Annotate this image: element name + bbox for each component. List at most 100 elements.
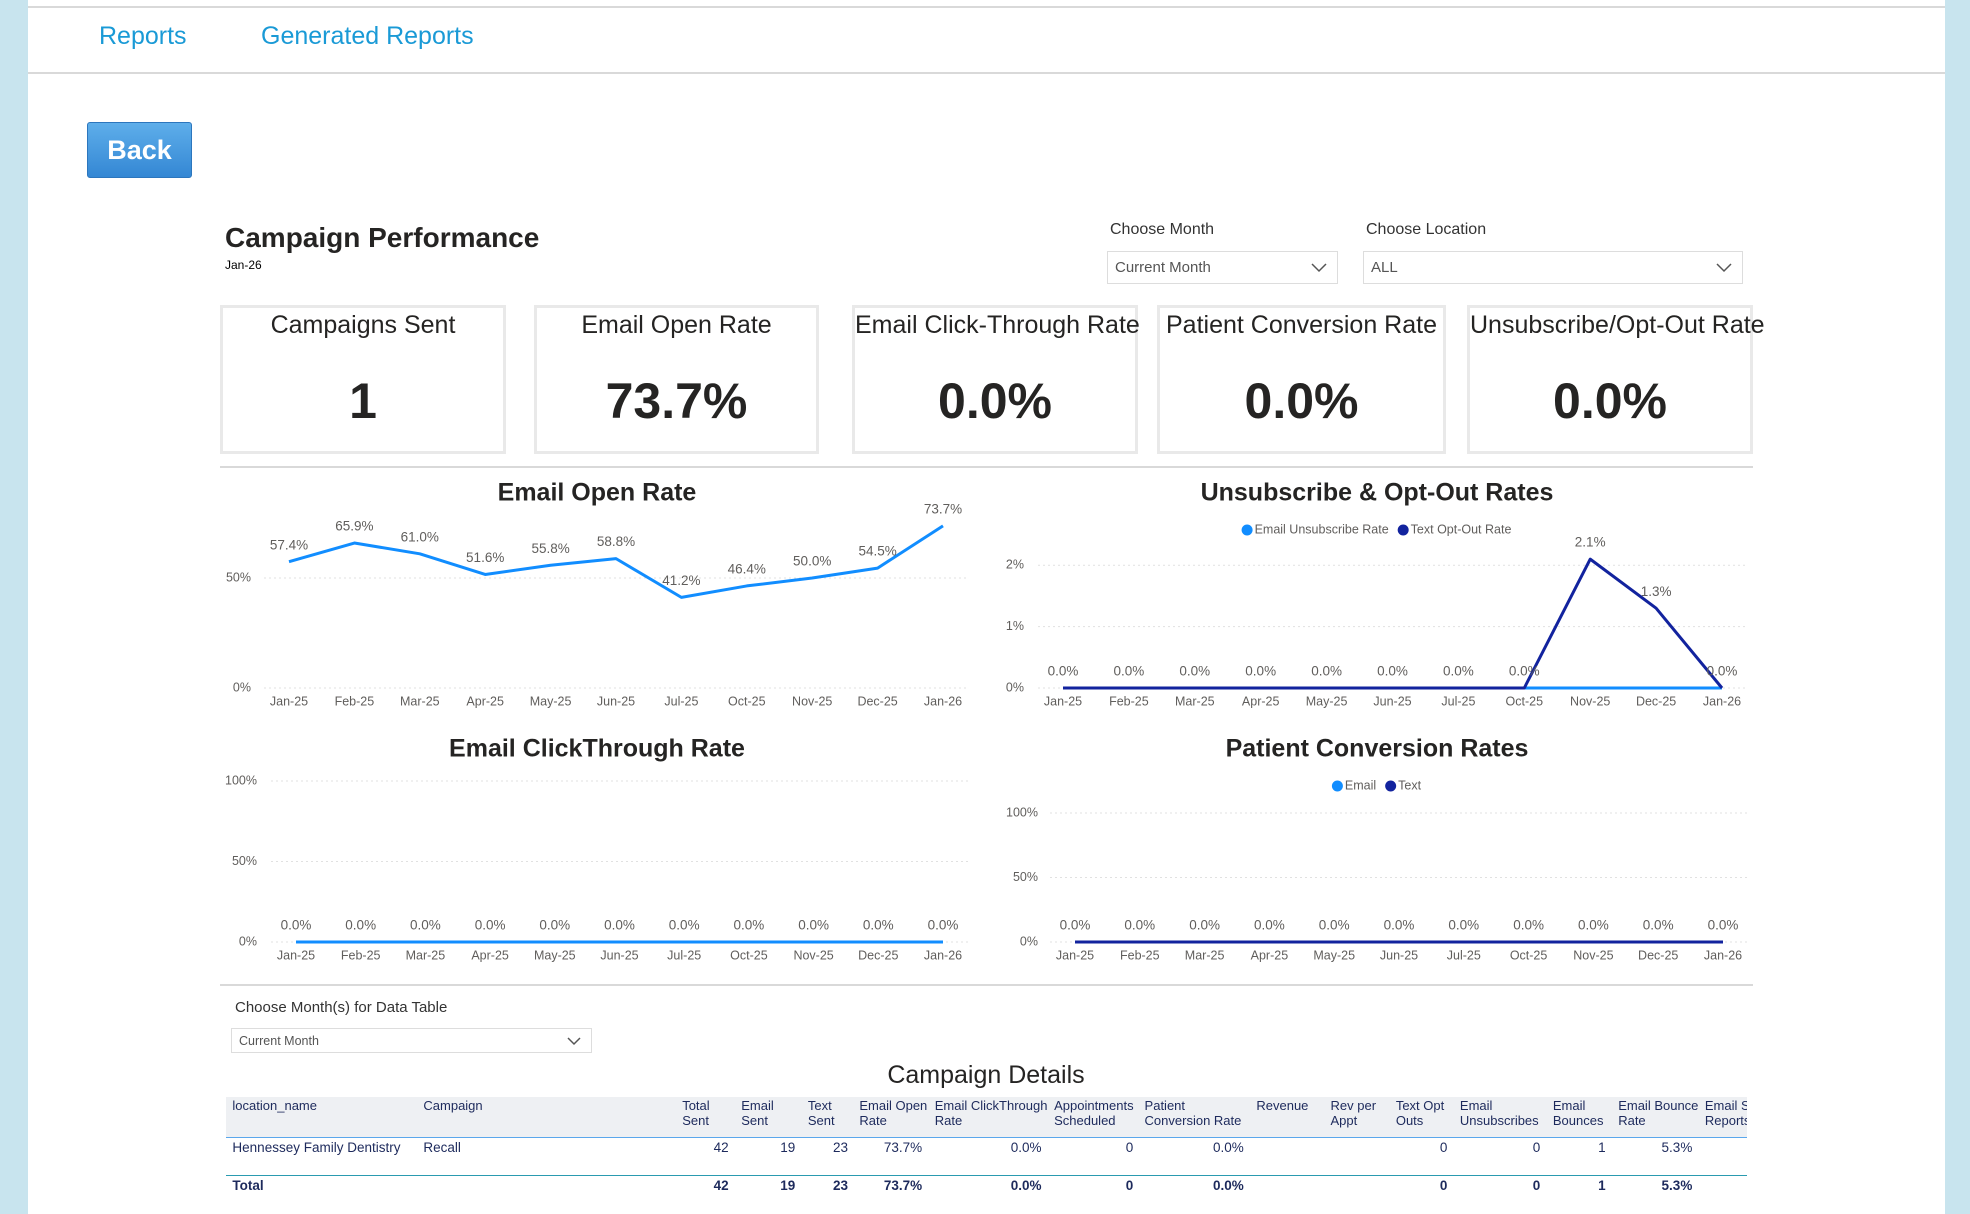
x-tick-label: Oct-25 [1506,694,1544,708]
data-label: 0.0% [604,918,635,933]
column-header: location_name [232,1098,317,1113]
back-button[interactable]: Back [87,122,192,178]
divider [220,466,1753,468]
data-label: 0.0% [1643,918,1674,933]
table-cell: Total [232,1178,264,1193]
data-table: location_name Campaign Total Sent Email Sen… [226,1097,1747,1207]
nav-link[interactable]: Generated Reports [261,22,474,50]
column-header: Text Opt Outs [1395,1098,1445,1128]
table-cell: 0 [1439,1140,1448,1155]
x-tick-label: Jun-25 [1373,694,1411,708]
column-header: Email S Reports [1704,1098,1747,1128]
data-label: 0.0% [1114,664,1145,679]
table-cell: 0 [1439,1178,1448,1193]
x-tick-label: Nov-25 [792,694,832,708]
data-label: 0.0% [1578,918,1609,933]
kpi-value: 1 [349,373,377,429]
x-tick-label: Jul-25 [667,948,701,962]
month-dropdown[interactable]: Current Month [1107,251,1338,284]
table-cell: 5.3% [1661,1178,1693,1193]
kpi-card: Email Click-Through Rate 0.0% [852,305,1140,454]
data-label: 73.7% [924,501,962,516]
x-tick-label: Feb-25 [341,948,381,962]
data-label: 0.0% [1448,918,1479,933]
table-cell: 42 [713,1178,729,1193]
y-tick-label: 0% [1020,934,1038,948]
x-tick-label: Mar-25 [400,694,440,708]
nav-link[interactable]: Reports [99,22,187,50]
table-cell: 42 [713,1140,729,1155]
x-tick-label: Nov-25 [1573,948,1613,962]
chart-title: Email ClickThrough Rate [449,735,745,763]
y-tick-label: 2% [1006,558,1024,572]
data-label: 0.0% [1707,664,1738,679]
x-tick-label: Jun-25 [597,694,635,708]
dropdown-value: Current Month [239,1033,319,1048]
kpi-label: Unsubscribe/Opt-Out Rate [1470,311,1765,339]
data-label: 0.0% [1124,918,1155,933]
filter-label: Choose Month [1110,221,1215,238]
column-header: Rev per Appt [1330,1098,1377,1128]
x-tick-label: Oct-25 [1510,948,1548,962]
kpi-label: Campaigns Sent [270,311,456,339]
y-tick-label: 1% [1006,619,1024,633]
row-line [226,1137,1747,1138]
data-label: 0.0% [863,918,894,933]
kpi-value: 73.7% [605,373,748,429]
kpi-card: Unsubscribe/Opt-Out Rate 0.0% [1467,305,1765,454]
x-tick-label: Jan-26 [924,694,962,708]
x-tick-label: Apr-25 [1251,948,1289,962]
x-tick-label: Jul-25 [1441,694,1475,708]
legend-label: Email [1345,778,1376,792]
x-tick-label: Feb-25 [1109,694,1149,708]
data-label: 0.0% [475,918,506,933]
table-cell: 0 [1532,1178,1541,1193]
kpi-label: Patient Conversion Rate [1166,311,1437,339]
y-tick-label: 50% [226,570,251,584]
column-header: Email Unsubscribes [1459,1098,1539,1128]
kpi-label: Email Open Rate [581,311,772,339]
table-cell: Hennessey Family Dentistry [232,1140,401,1155]
y-tick-label: 100% [225,773,257,787]
x-tick-label: Jan-25 [270,694,308,708]
column-header: Patient Conversion Rate [1144,1098,1242,1128]
table-cell: 1 [1598,1178,1606,1193]
table-month-dropdown[interactable]: Current Month [231,1028,592,1053]
x-tick-label: Apr-25 [1242,694,1280,708]
column-header: Email ClickThrough Rate [934,1098,1048,1128]
chevron [1311,263,1327,273]
column-header: Email Open Rate [859,1098,928,1128]
y-tick-label: 100% [1006,805,1038,819]
table-title: Campaign Details [887,1061,1085,1089]
data-label: 2.1% [1575,535,1606,550]
dropdown-value: ALL [1371,259,1398,276]
data-label: 0.0% [1245,664,1276,679]
data-label: 0.0% [1179,664,1210,679]
x-tick-label: Dec-25 [857,694,897,708]
data-label: 50.0% [793,554,831,569]
data-label: 0.0% [1311,664,1342,679]
x-tick-label: May-25 [534,948,576,962]
kpi-card: Patient Conversion Rate 0.0% [1157,305,1446,454]
chart-title: Unsubscribe & Opt-Out Rates [1201,479,1554,507]
kpi-card: Campaigns Sent 1 [220,305,506,454]
data-label: 0.0% [1513,918,1544,933]
x-tick-label: Feb-25 [335,694,375,708]
x-tick-label: Jan-25 [1056,948,1094,962]
chart-title: Patient Conversion Rates [1226,735,1529,763]
row-line [226,1175,1747,1176]
table-cell: 19 [780,1178,796,1193]
data-label: 0.0% [345,918,376,933]
location-dropdown[interactable]: ALL [1363,251,1743,284]
table-cell: 19 [780,1140,796,1155]
data-label: 0.0% [798,918,829,933]
table-cell: 0.0% [1010,1178,1042,1193]
chevron [567,1037,581,1046]
data-label: 0.0% [1060,918,1091,933]
legend-marker [1397,524,1409,536]
table-cell: 23 [833,1178,849,1193]
table-cell: 73.7% [883,1140,923,1155]
x-tick-label: Dec-25 [858,948,898,962]
legend-marker [1385,780,1397,792]
